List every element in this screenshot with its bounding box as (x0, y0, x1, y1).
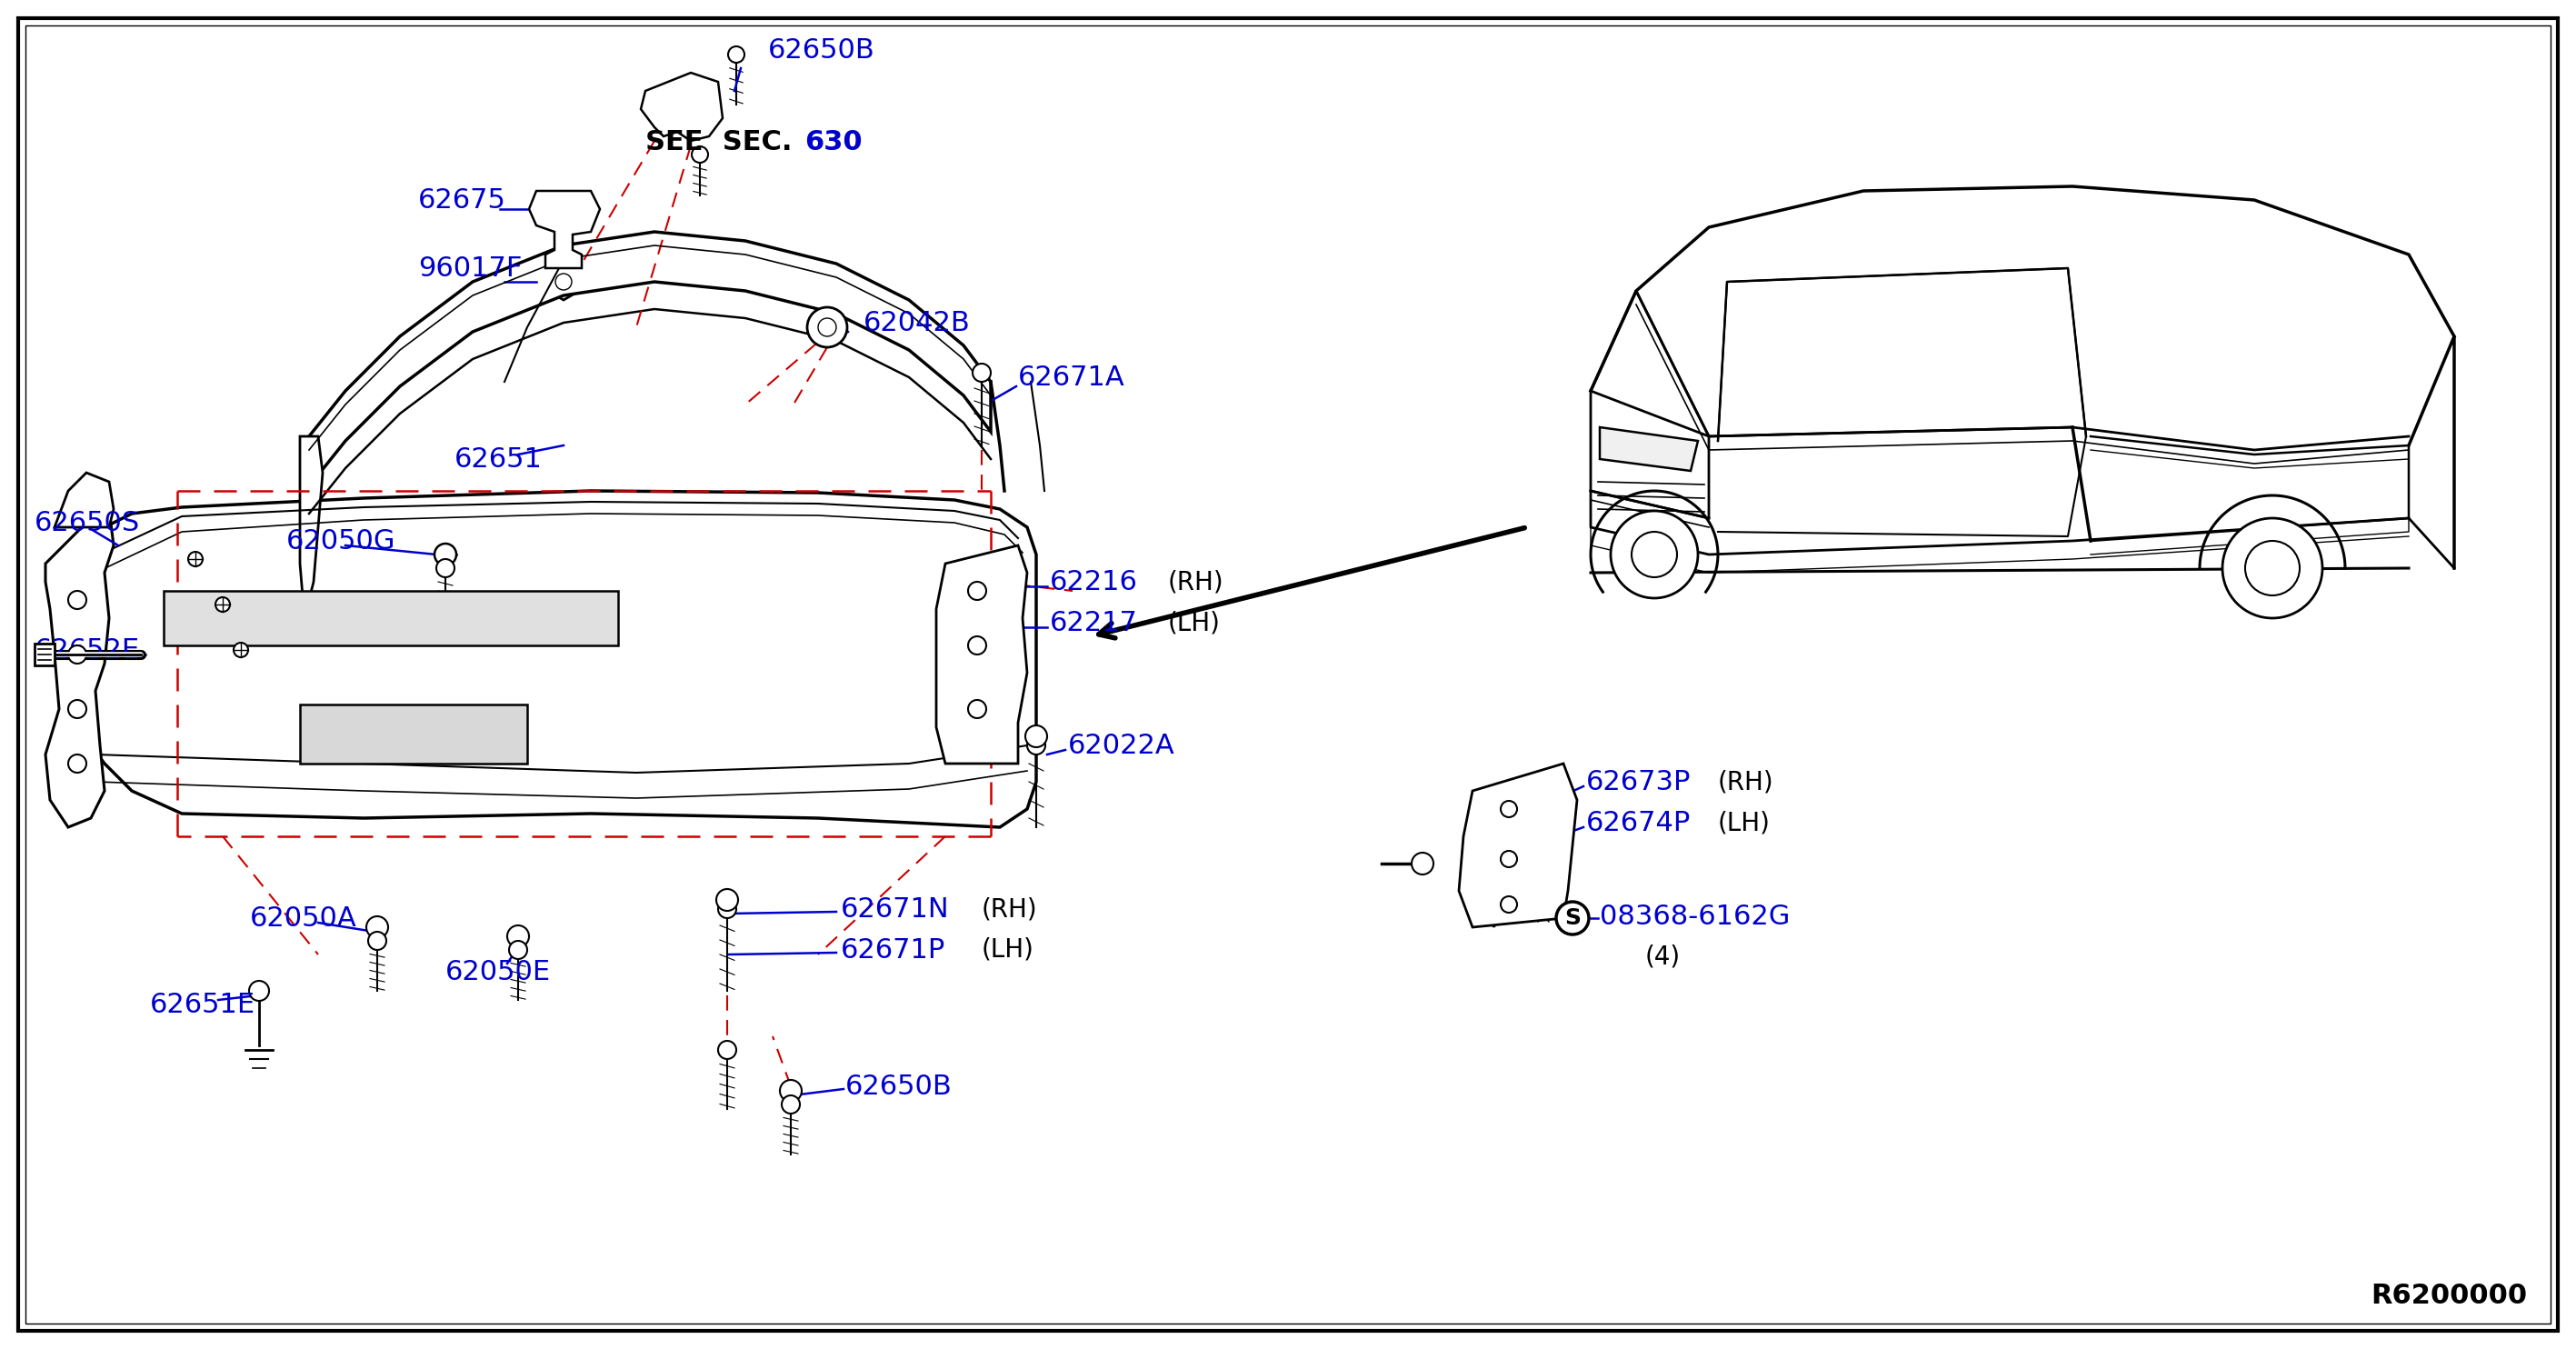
Text: 62050G: 62050G (286, 527, 397, 554)
Text: 62022A: 62022A (1069, 733, 1175, 758)
Circle shape (819, 318, 837, 336)
Polygon shape (641, 73, 724, 140)
Text: (RH): (RH) (1718, 769, 1775, 795)
Text: 96017F: 96017F (417, 255, 523, 282)
Text: 62651: 62651 (453, 447, 544, 472)
Circle shape (67, 754, 88, 773)
Text: 62650B: 62650B (845, 1072, 953, 1099)
Circle shape (1025, 726, 1046, 747)
Circle shape (974, 364, 992, 382)
Text: 08368-6162G: 08368-6162G (1600, 902, 1790, 929)
Text: 630: 630 (804, 130, 863, 155)
Polygon shape (1600, 428, 1698, 471)
Text: 62674P: 62674P (1587, 809, 1690, 836)
Circle shape (719, 1041, 737, 1059)
Circle shape (729, 46, 744, 62)
Text: (LH): (LH) (981, 938, 1036, 963)
Circle shape (1631, 532, 1677, 577)
Circle shape (1502, 801, 1517, 817)
Polygon shape (1592, 391, 1708, 518)
Circle shape (969, 581, 987, 600)
Circle shape (719, 900, 737, 919)
Text: 62675: 62675 (417, 186, 505, 213)
Circle shape (234, 642, 247, 657)
Text: (LH): (LH) (1167, 610, 1221, 635)
Circle shape (1502, 896, 1517, 913)
FancyBboxPatch shape (299, 704, 528, 764)
Text: 62216: 62216 (1051, 568, 1139, 595)
Circle shape (1556, 901, 1589, 935)
Circle shape (806, 308, 848, 347)
Text: 62652E: 62652E (33, 637, 139, 664)
Polygon shape (54, 472, 113, 527)
Circle shape (435, 558, 453, 577)
Circle shape (67, 591, 88, 608)
Text: 62050E: 62050E (446, 959, 551, 986)
Text: 62217: 62217 (1051, 610, 1139, 635)
Polygon shape (549, 263, 580, 299)
Circle shape (1028, 737, 1046, 754)
Circle shape (1610, 511, 1698, 598)
Text: 62671N: 62671N (840, 896, 951, 923)
Circle shape (67, 700, 88, 718)
Circle shape (2223, 518, 2324, 618)
Text: (RH): (RH) (981, 896, 1038, 921)
Text: 62651E: 62651E (149, 992, 255, 1017)
Circle shape (250, 981, 268, 1001)
Text: (RH): (RH) (1167, 569, 1224, 595)
Circle shape (556, 197, 572, 212)
Circle shape (368, 932, 386, 950)
Circle shape (366, 916, 389, 938)
Text: 62671P: 62671P (840, 936, 945, 963)
Text: 62650B: 62650B (768, 36, 876, 63)
Text: 62050A: 62050A (250, 905, 358, 931)
Polygon shape (46, 509, 113, 827)
Circle shape (693, 146, 708, 163)
Circle shape (188, 552, 204, 567)
Polygon shape (935, 545, 1028, 764)
Text: SEE  SEC.: SEE SEC. (647, 130, 793, 155)
Circle shape (216, 598, 229, 612)
Text: R6200000: R6200000 (2370, 1283, 2527, 1309)
Circle shape (510, 940, 528, 959)
Polygon shape (299, 436, 322, 618)
Text: S: S (1564, 908, 1582, 929)
Circle shape (969, 700, 987, 718)
Circle shape (435, 544, 456, 565)
Text: 62671A: 62671A (1018, 364, 1126, 390)
Circle shape (2246, 541, 2300, 595)
FancyBboxPatch shape (33, 643, 54, 665)
Text: 62673P: 62673P (1587, 769, 1690, 795)
Polygon shape (309, 232, 992, 487)
Circle shape (781, 1095, 801, 1113)
Circle shape (781, 1081, 801, 1102)
FancyBboxPatch shape (165, 591, 618, 645)
Polygon shape (528, 192, 600, 268)
Polygon shape (1458, 764, 1577, 927)
Text: 62650S: 62650S (33, 510, 139, 536)
Circle shape (1412, 853, 1432, 874)
Text: (4): (4) (1646, 943, 1680, 969)
Circle shape (507, 925, 528, 947)
Circle shape (716, 889, 739, 911)
Text: (LH): (LH) (1718, 809, 1770, 835)
Circle shape (969, 637, 987, 654)
Circle shape (67, 645, 88, 664)
Circle shape (556, 274, 572, 290)
Text: 62042B: 62042B (863, 309, 971, 336)
Polygon shape (77, 491, 1036, 827)
Circle shape (1502, 851, 1517, 867)
